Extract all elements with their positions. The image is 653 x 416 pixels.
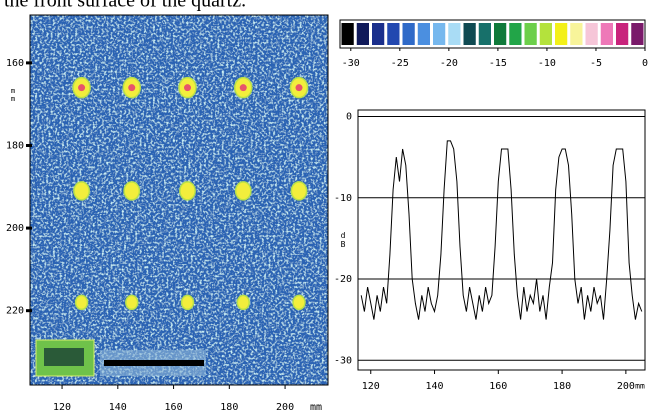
spot-core	[239, 84, 247, 92]
x-tick-label: 180	[553, 381, 571, 392]
color-swatch	[616, 23, 629, 45]
x-tick-label: 200	[276, 402, 294, 413]
y-tick-label: 160	[6, 58, 24, 69]
y-tick-label: 0	[346, 112, 352, 123]
colorbar-tick-label: 0	[642, 58, 648, 69]
spot-core	[128, 84, 136, 92]
x-axis-label: mm	[310, 402, 322, 413]
caption: the front surface of the quartz.	[4, 0, 246, 12]
colorbar-frame	[339, 19, 646, 49]
color-swatch	[341, 23, 354, 45]
scale-bar	[104, 360, 204, 366]
color-swatch	[600, 23, 613, 45]
color-swatch	[372, 23, 385, 45]
color-swatch	[585, 23, 598, 45]
spot-core	[78, 84, 86, 92]
image-legend-mark	[44, 348, 84, 366]
x-tick-label: 200	[617, 381, 635, 392]
y-tick-label: 220	[6, 306, 24, 317]
spot	[236, 294, 250, 311]
y-tick-label: 200	[6, 223, 24, 234]
spot	[234, 181, 252, 201]
color-swatch	[509, 23, 522, 45]
color-swatch	[356, 23, 369, 45]
spot	[290, 181, 308, 201]
x-tick-label: 160	[165, 402, 183, 413]
scan-image	[30, 15, 328, 385]
color-swatch	[402, 23, 415, 45]
image-frame	[29, 14, 329, 386]
color-swatch	[478, 23, 491, 45]
x-tick-label: 140	[426, 381, 444, 392]
color-swatch	[555, 23, 568, 45]
x-tick-label: 120	[362, 381, 380, 392]
x-tick-label: 120	[53, 402, 71, 413]
color-swatch	[448, 23, 461, 45]
spot	[179, 181, 196, 201]
color-swatch	[387, 23, 400, 45]
color-swatch	[570, 23, 583, 45]
y-tick-label: -20	[334, 274, 352, 285]
x-tick-label: 140	[109, 402, 127, 413]
spot	[123, 181, 141, 201]
spot	[73, 181, 90, 201]
x-axis-label: mm	[635, 382, 645, 391]
color-swatch	[631, 23, 644, 45]
y-tick-label: 180	[6, 140, 24, 151]
spot	[74, 294, 89, 311]
colorbar-tick-label: -25	[391, 58, 409, 69]
spot	[180, 294, 195, 311]
color-swatch	[417, 23, 430, 45]
colorbar-tick-label: -5	[590, 58, 602, 69]
colorbar-tick-label: -15	[489, 58, 507, 69]
spot-core	[295, 84, 303, 92]
colorbar-tick-label: -20	[440, 58, 458, 69]
color-swatch	[539, 23, 552, 45]
spot	[125, 294, 139, 311]
profile-line	[360, 140, 643, 320]
y-axis-label: mm	[9, 87, 17, 103]
spot-core	[184, 84, 192, 92]
y-tick-label: -30	[334, 355, 352, 366]
y-axis-label: dB	[339, 231, 348, 249]
spot	[292, 294, 306, 311]
colorbar-tick-label: -30	[342, 58, 360, 69]
y-tick-label: -10	[334, 193, 352, 204]
x-tick-label: 160	[489, 381, 507, 392]
color-swatch	[494, 23, 507, 45]
color-swatch	[524, 23, 537, 45]
plot-frame	[357, 109, 646, 371]
colorbar-tick-label: -10	[538, 58, 556, 69]
x-tick-label: 180	[220, 402, 238, 413]
color-swatch	[433, 23, 446, 45]
color-swatch	[463, 23, 476, 45]
